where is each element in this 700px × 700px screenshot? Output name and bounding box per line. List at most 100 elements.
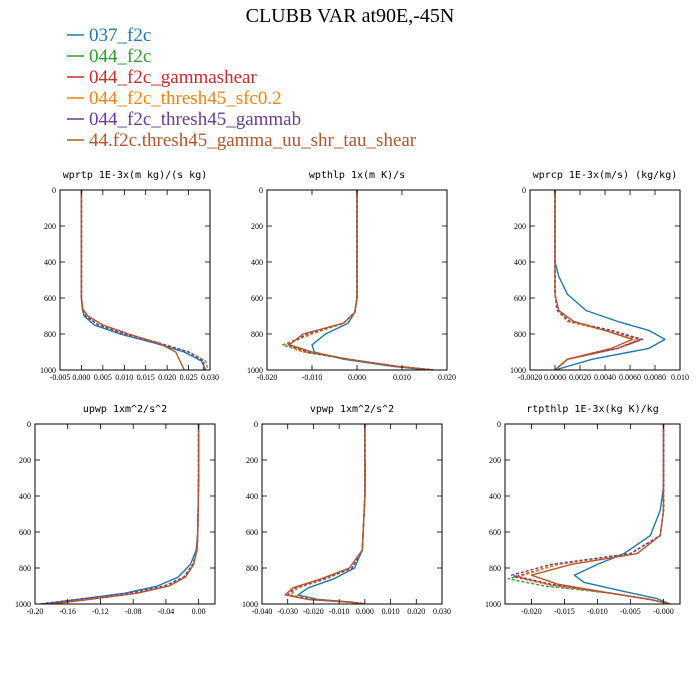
series-line [80, 190, 207, 370]
y-tick-label: 400 [251, 258, 263, 267]
series-line [80, 190, 185, 370]
series-line [39, 424, 200, 604]
panel-title: rtpthlp 1E-3x(kg K)/kg [526, 404, 658, 415]
y-tick-label: 600 [19, 528, 31, 537]
series-line [51, 424, 200, 604]
series-line [47, 424, 200, 604]
x-tick-label: 0.005 [94, 373, 112, 382]
x-tick-label: 0.030 [201, 373, 219, 382]
chart-panels: wprtp 1E-3x(m kg)/(s kg)-0.005 0.000 0.005… [15, 170, 689, 616]
x-tick-label: 0.000 [356, 607, 374, 616]
y-tick-label: 1000 [15, 600, 31, 609]
series-line [284, 190, 434, 370]
x-tick-label: 0.0080 [644, 373, 666, 382]
y-tick-label: 0 [522, 186, 526, 195]
y-tick-label: 1000 [510, 366, 526, 375]
legend-label: 037_f2c [89, 25, 151, 46]
y-tick-label: 0 [497, 420, 501, 429]
y-tick-label: 800 [44, 330, 56, 339]
plot-frame [59, 189, 211, 371]
y-tick-label: 800 [246, 564, 258, 573]
x-tick-label: 0.00 [192, 607, 206, 616]
legend-label: 44.f2c.thresh45_gamma_uu_shr_tau_shear [89, 130, 417, 151]
panel-title: wpthlp 1x(m K)/s [309, 170, 405, 181]
legend-label: 044_f2c_thresh45_gammab [89, 109, 301, 130]
plot-frame [261, 423, 443, 605]
x-tick-label: 0.000 [348, 373, 366, 382]
y-tick-label: 0 [27, 420, 31, 429]
plot-frame [504, 423, 681, 605]
x-tick-label: 0.000 [72, 373, 90, 382]
series-line [43, 424, 200, 604]
x-tick-label: -0.000 [653, 607, 674, 616]
x-tick-label: 0.020 [158, 373, 176, 382]
x-tick-label: 0.0000 [544, 373, 566, 382]
x-tick-label: 0.0040 [594, 373, 616, 382]
legend: 037_f2c044_f2c044_f2c_gammashear044_f2c_… [67, 25, 417, 151]
panel-title: wprcp 1E-3x(m/s) (kg/kg) [533, 170, 678, 181]
y-tick-label: 0 [259, 186, 263, 195]
x-tick-label: -0.010 [587, 607, 608, 616]
x-tick-label: -0.0020 [518, 373, 543, 382]
chart-panel: upwp 1xm^2/s^2 -0.20 -0.16 -0.12 -0.08 -0.04 0… [15, 404, 216, 616]
y-tick-label: 600 [489, 528, 501, 537]
panel-title: vpwp 1xm^2/s^2 [310, 404, 394, 415]
series-line [554, 190, 641, 370]
x-tick-label: 0.010 [382, 607, 400, 616]
series-line [80, 190, 209, 370]
series-line [517, 424, 671, 604]
series-line [286, 190, 434, 370]
series-line [554, 190, 634, 370]
x-tick-label: -0.015 [554, 607, 575, 616]
figure-title: CLUBB VAR at90E,-45N [246, 5, 455, 27]
x-tick-label: 0.0060 [619, 373, 641, 382]
y-tick-label: 400 [19, 492, 31, 501]
y-tick-label: 600 [246, 528, 258, 537]
x-tick-label: -0.010 [329, 607, 350, 616]
x-tick-label: 0.025 [180, 373, 198, 382]
y-tick-label: 1000 [247, 366, 263, 375]
y-tick-label: 800 [514, 330, 526, 339]
series-line [80, 190, 209, 370]
legend-label: 044_f2c_thresh45_sfc0.2 [89, 88, 282, 109]
chart-panel: wprcp 1E-3x(m/s) (kg/kg)-0.0020 0.0000 0.0… [510, 170, 689, 382]
panel-title: upwp 1xm^2/s^2 [83, 404, 167, 415]
legend-label: 044_f2c [89, 46, 151, 67]
y-tick-label: 1000 [485, 600, 501, 609]
series-line [297, 424, 367, 604]
series-line [284, 190, 434, 370]
x-tick-label: -0.020 [257, 373, 278, 382]
y-tick-label: 400 [44, 258, 56, 267]
series-line [530, 424, 671, 604]
y-tick-label: 200 [44, 222, 56, 231]
x-tick-label: -0.005 [50, 373, 71, 382]
y-tick-label: 800 [251, 330, 263, 339]
chart-panel: vpwp 1xm^2/s^2 -0.040 -0.030 -0.020 -0.010 0.… [242, 404, 451, 616]
series-line [80, 190, 205, 370]
y-tick-label: 400 [246, 492, 258, 501]
x-tick-label: -0.030 [277, 607, 298, 616]
legend-label: 044_f2c_gammashear [89, 67, 257, 88]
y-tick-label: 600 [251, 294, 263, 303]
x-tick-label: 0.030 [433, 607, 451, 616]
series-line [282, 190, 434, 370]
chart-panel: wpthlp 1x(m K)/s -0.020 -0.010 0.000 0.010 0.… [247, 170, 456, 382]
series-line [288, 190, 434, 370]
y-tick-label: 200 [251, 222, 263, 231]
series-line [47, 424, 200, 604]
panel-title: wprtp 1E-3x(m kg)/(s kg) [63, 170, 208, 181]
y-tick-label: 200 [19, 456, 31, 465]
plot-frame [34, 423, 216, 605]
series-line [80, 190, 205, 370]
y-tick-label: 0 [254, 420, 258, 429]
x-tick-label: 0.0020 [569, 373, 591, 382]
x-tick-label: 0.015 [137, 373, 155, 382]
y-tick-label: 1000 [242, 600, 258, 609]
series-line [284, 424, 366, 604]
x-tick-label: 0.010 [671, 373, 689, 382]
x-tick-label: 0.010 [393, 373, 411, 382]
x-tick-label: -0.08 [125, 607, 142, 616]
x-tick-label: -0.12 [92, 607, 109, 616]
y-tick-label: 200 [489, 456, 501, 465]
